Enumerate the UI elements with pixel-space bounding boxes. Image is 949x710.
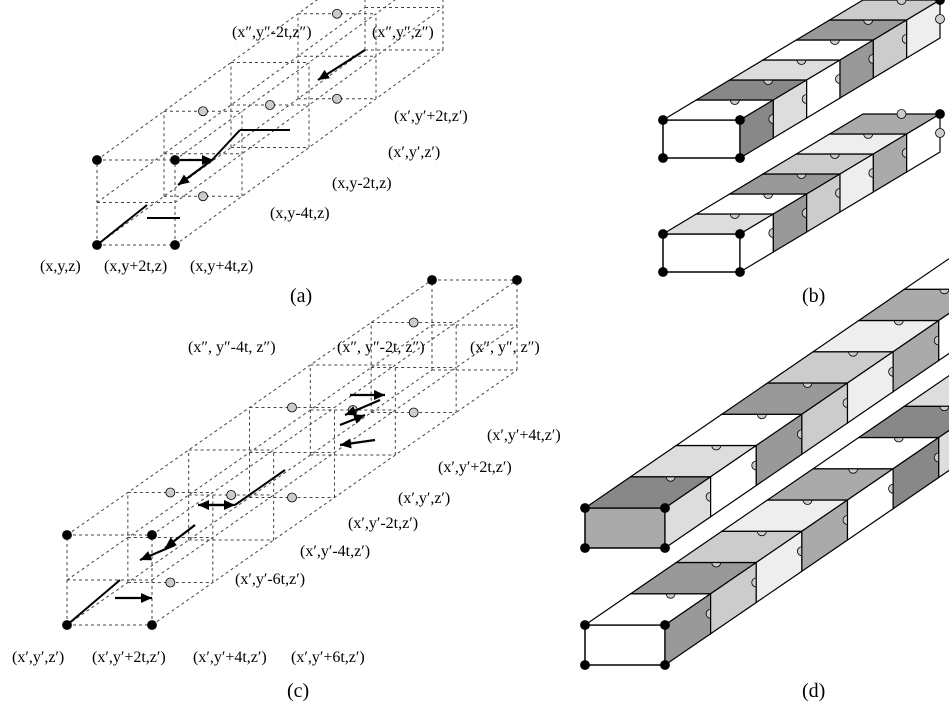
- node: [581, 544, 590, 553]
- label: (x′,y′+2t,z′): [438, 459, 512, 476]
- label: (x,y-4t,z): [270, 205, 330, 222]
- node: [897, 110, 906, 119]
- node: [333, 9, 342, 18]
- geometry: [63, 0, 949, 670]
- node: [199, 192, 208, 201]
- node: [736, 154, 745, 163]
- node: [409, 408, 418, 417]
- arrow-head: [224, 500, 235, 510]
- node: [171, 156, 180, 165]
- node: [409, 318, 418, 327]
- label: (x″,y″-2t,z″): [232, 24, 312, 41]
- label: (x′,y′+4t,z′): [193, 649, 267, 666]
- label: (x′,y′+2t,z′): [394, 108, 468, 125]
- figure: (x″,y″-2t,z″) (x″,y″,z″) (x′,y′+2t,z′) (…: [0, 0, 949, 710]
- label: (x′,y′,z′): [398, 490, 450, 507]
- prism-face: [663, 234, 740, 272]
- node: [661, 661, 670, 670]
- node: [288, 493, 297, 502]
- lattice-line: [67, 325, 432, 580]
- path-line: [212, 130, 240, 160]
- node: [288, 403, 297, 412]
- prism-top: [904, 258, 949, 289]
- label: (x,y-2t,z): [332, 175, 392, 192]
- node: [736, 230, 745, 239]
- node: [148, 531, 157, 540]
- node: [166, 578, 175, 587]
- node: [736, 116, 745, 125]
- caption: (b): [802, 285, 825, 307]
- prism-face: [585, 625, 665, 665]
- node: [661, 504, 670, 513]
- node: [199, 107, 208, 116]
- label: (x′,y′-2t,z′): [348, 515, 418, 532]
- lattice-line: [152, 325, 517, 580]
- node: [93, 156, 102, 165]
- path-line: [97, 205, 147, 245]
- label: (x″,y″,z″): [372, 24, 434, 41]
- node: [659, 268, 668, 277]
- arrow-head: [340, 438, 352, 448]
- node: [659, 230, 668, 239]
- label: (x′,y′-6t,z′): [235, 571, 305, 588]
- node: [936, 110, 945, 119]
- label: (x′,y′,z′): [12, 649, 64, 666]
- label: (x″, y″-4t, z″): [188, 339, 276, 356]
- prism-top: [859, 289, 949, 320]
- label: (x′,y′-4t,z′): [300, 543, 370, 560]
- caption: (d): [802, 680, 825, 702]
- label: (x′,y′+2t,z′): [92, 649, 166, 666]
- node: [63, 531, 72, 540]
- node: [266, 101, 275, 110]
- label: (x″, y″, z″): [470, 339, 540, 356]
- prism-face: [585, 508, 665, 548]
- label: (x″, y″-2t, z″): [337, 339, 425, 356]
- node: [148, 621, 157, 630]
- prism-face: [663, 120, 740, 158]
- label: (x′,y′+4t,z′): [487, 427, 561, 444]
- node: [736, 268, 745, 277]
- node: [227, 491, 236, 500]
- node: [513, 276, 522, 285]
- arrow-head: [178, 174, 190, 185]
- node: [166, 488, 175, 497]
- arrow-head: [318, 70, 330, 80]
- lattice-line: [152, 370, 517, 625]
- node: [171, 241, 180, 250]
- path-line: [67, 580, 120, 625]
- arrow-head: [141, 593, 152, 603]
- arrow-head: [374, 390, 385, 400]
- caption: (a): [290, 285, 312, 307]
- node: [661, 544, 670, 553]
- label: (x,y,z): [40, 258, 81, 275]
- path-line: [235, 470, 285, 505]
- prism-top: [859, 406, 949, 437]
- node: [581, 621, 590, 630]
- node: [428, 276, 437, 285]
- node: [581, 504, 590, 513]
- node: [936, 129, 945, 138]
- label: (x′,y′,z′): [388, 144, 440, 161]
- arrow-head: [165, 537, 177, 548]
- node: [936, 15, 945, 24]
- label: (x′,y′+6t,z′): [291, 649, 365, 666]
- node: [659, 116, 668, 125]
- label: (x,y+4t,z): [190, 258, 253, 275]
- node: [659, 154, 668, 163]
- node: [661, 621, 670, 630]
- node: [581, 661, 590, 670]
- caption: (c): [287, 680, 309, 702]
- label: (x,y+2t,z): [104, 258, 167, 275]
- node: [333, 94, 342, 103]
